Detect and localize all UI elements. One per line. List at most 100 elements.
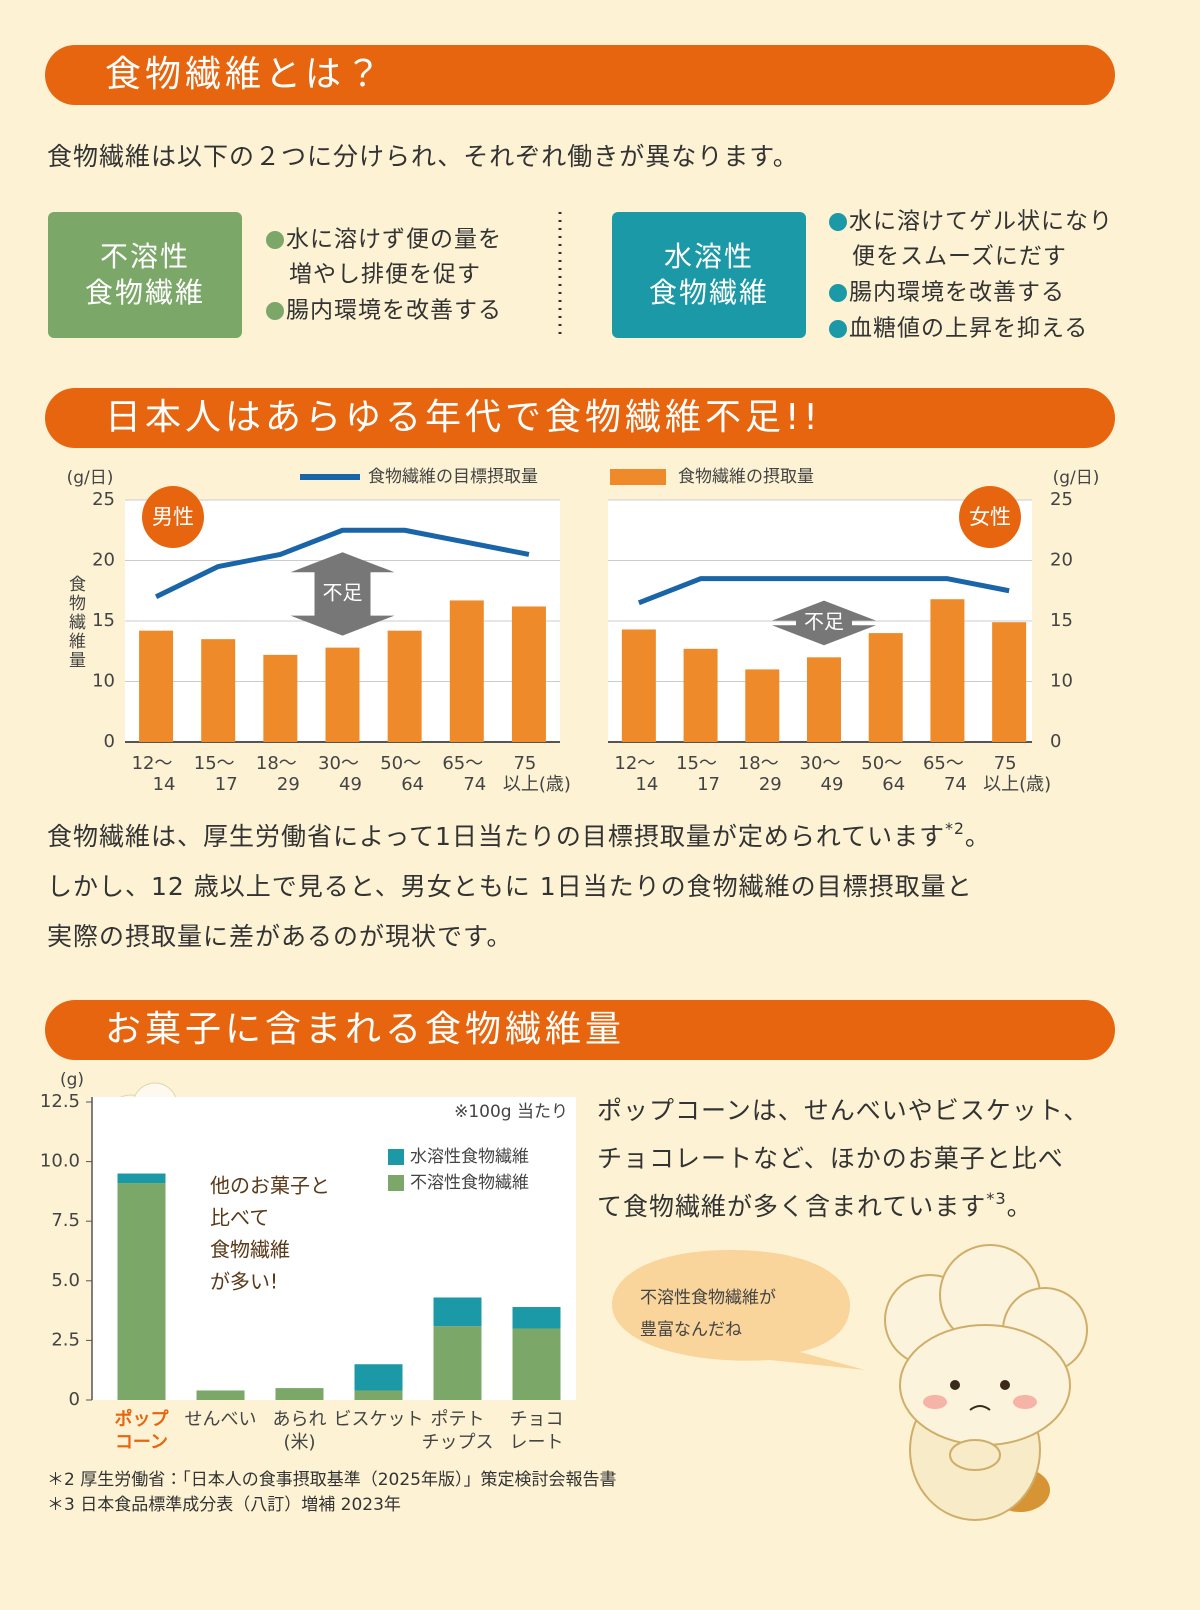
shortfall-label: 不足 <box>804 609 844 633</box>
footnote-ref: *2 <box>945 820 965 838</box>
paragraph-text: 実際の摂取量に差があるのが現状です。 <box>47 922 513 951</box>
paragraph-line: チョコレートなど、ほかのお菓子と比べ <box>597 1144 1064 1173</box>
bar-segment <box>354 1364 403 1391</box>
legend-swatch <box>388 1149 404 1165</box>
x-tick-label: 14 <box>153 774 176 795</box>
header-bar <box>45 45 1115 105</box>
bar-segment <box>196 1390 245 1400</box>
bullet <box>829 320 847 338</box>
x-tick-label: チップス <box>422 1432 494 1453</box>
fiber-box <box>612 212 806 338</box>
bar <box>201 639 236 742</box>
shortfall-label: 不足 <box>323 580 363 604</box>
x-tick-label: 14 <box>635 774 658 795</box>
shortfall-arrow <box>772 600 876 646</box>
bullet-text: 水に溶けてゲル状になり <box>849 209 1113 235</box>
shortfall-arrow <box>290 552 395 636</box>
bar <box>807 657 841 742</box>
y-tick-label: 20 <box>92 550 115 571</box>
paragraph-line: しかし、12 歳以上で見ると、男女ともに 1日当たりの食物繊維の目標摂取量と <box>47 872 973 901</box>
bar-segment <box>512 1328 561 1400</box>
bar <box>449 600 484 742</box>
x-tick-label: (米) <box>283 1432 315 1453</box>
fiber-box-label: 食物繊維 <box>85 276 205 309</box>
y-tick-label: 25 <box>1050 489 1073 510</box>
paragraph-line: 実際の摂取量に差があるのが現状です。 <box>47 922 513 951</box>
bar <box>325 647 360 742</box>
intro-text: 食物繊維は以下の２つに分けられ、それぞれ働きが異なります。 <box>47 142 799 171</box>
x-tick-label: 18〜 <box>256 753 297 774</box>
x-tick-label: 以上(歳) <box>983 774 1051 795</box>
y-tick-label: 2.5 <box>51 1329 80 1350</box>
callout-text: が多い! <box>210 1270 278 1294</box>
bullet-text: 腸内環境を改善する <box>286 298 502 324</box>
callout-text: 食物繊維 <box>210 1238 290 1262</box>
badge <box>959 486 1021 548</box>
x-tick-label: 75 <box>994 753 1017 774</box>
paragraph-line: て食物繊維が多く含まれています*3。 <box>597 1189 1033 1222</box>
y-unit: (g/日) <box>1053 468 1100 488</box>
bar-segment <box>117 1173 166 1184</box>
y-tick-label: 0 <box>1050 731 1061 752</box>
paragraph-text: 。 <box>1007 1192 1033 1221</box>
y-tick-label: 15 <box>92 610 115 631</box>
bar <box>621 629 656 742</box>
x-tick-label: 49 <box>339 774 362 795</box>
paragraph-text: チョコレートなど、ほかのお菓子と比べ <box>597 1144 1064 1173</box>
bullet-text: 増やし排便を促す <box>289 262 481 288</box>
legend-label: 不溶性食物繊維 <box>410 1173 529 1193</box>
bar <box>387 630 422 742</box>
bar-segment <box>433 1326 482 1400</box>
y-tick-label: 0 <box>104 731 115 752</box>
x-tick-label: 75 <box>513 753 536 774</box>
target-line <box>637 576 1010 606</box>
legend-label: 食物繊維の摂取量 <box>678 467 814 487</box>
fiber-box-label: 食物繊維 <box>649 276 769 309</box>
paragraph-text: 食物繊維は、厚生労働省によって1日当たりの目標摂取量が定められています <box>47 822 945 851</box>
header-bar <box>45 1000 1115 1060</box>
paragraph-line: 食物繊維は、厚生労働省によって1日当たりの目標摂取量が定められています*2。 <box>47 820 991 852</box>
bar <box>868 633 903 742</box>
bullet <box>266 302 284 320</box>
paragraph-line: ポップコーンは、せんべいやビスケット、 <box>597 1096 1089 1125</box>
paragraph-text: 。 <box>965 822 991 851</box>
y-tick-label: 25 <box>92 489 115 510</box>
bar <box>992 622 1027 742</box>
badge-label: 女性 <box>969 505 1011 529</box>
y-unit: (g/日) <box>67 468 114 488</box>
bullet <box>829 213 847 231</box>
x-tick-label: ポテト <box>431 1409 485 1430</box>
bar-segment <box>354 1390 403 1400</box>
x-tick-label: 50〜 <box>380 753 421 774</box>
plot-area <box>92 1097 576 1400</box>
x-tick-label: 65〜 <box>923 753 964 774</box>
bar <box>139 630 174 742</box>
bar <box>745 669 780 742</box>
section-title: 食物繊維とは？ <box>105 54 385 95</box>
x-tick-label: あられ <box>273 1409 327 1430</box>
bar-segment <box>433 1297 482 1327</box>
bubble-text: 豊富なんだね <box>640 1320 742 1340</box>
bar <box>263 654 298 742</box>
bar-segment <box>512 1307 561 1329</box>
badge <box>142 486 204 548</box>
y-tick-label: 7.5 <box>51 1210 80 1231</box>
x-tick-label: 15〜 <box>194 753 235 774</box>
x-tick-label: 29 <box>759 774 782 795</box>
x-tick-label: 18〜 <box>738 753 779 774</box>
y-tick-label: 10 <box>92 671 115 692</box>
paragraph-text: しかし、12 歳以上で見ると、男女ともに 1日当たりの食物繊維の目標摂取量と <box>47 872 973 901</box>
bullet <box>266 231 284 249</box>
bubble-text: 不溶性食物繊維が <box>640 1288 776 1308</box>
bar <box>511 606 546 742</box>
y-unit: (g) <box>60 1070 84 1090</box>
bullet-text: 便をスムーズにだす <box>852 244 1067 270</box>
paragraph-text: て食物繊維が多く含まれています <box>597 1192 986 1221</box>
target-line <box>154 527 530 600</box>
x-tick-label: 15〜 <box>676 753 717 774</box>
chart-note: ※100g 当たり <box>454 1102 568 1122</box>
section-title: 日本人はあらゆる年代で食物繊維不足!! <box>105 397 822 438</box>
x-tick-label: ポップ <box>115 1408 170 1430</box>
x-tick-label: 12〜 <box>614 753 655 774</box>
